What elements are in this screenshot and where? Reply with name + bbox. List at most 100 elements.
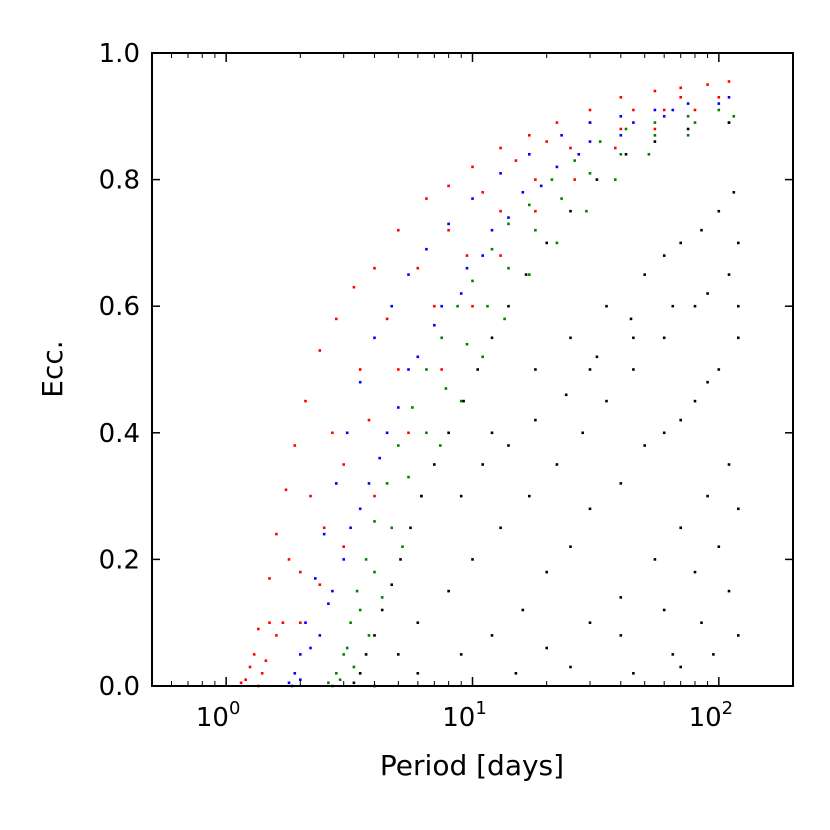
- data-point: [632, 672, 635, 675]
- data-point: [671, 653, 675, 656]
- data-point: [521, 191, 525, 194]
- data-point: [577, 153, 581, 156]
- data-point: [358, 672, 362, 675]
- data-point: [700, 621, 703, 624]
- data-point: [595, 178, 599, 181]
- data-point: [447, 431, 450, 435]
- data-point: [490, 247, 494, 251]
- data-point: [499, 209, 502, 213]
- data-point: [275, 532, 278, 536]
- data-point: [727, 273, 731, 276]
- data-point: [456, 304, 459, 308]
- data-point: [380, 608, 384, 612]
- data-point: [545, 646, 548, 650]
- data-point: [355, 589, 359, 593]
- data-point: [528, 203, 531, 207]
- data-point: [686, 102, 690, 105]
- data-point: [397, 444, 400, 447]
- data-point: [706, 380, 709, 384]
- data-point: [471, 197, 474, 200]
- data-point: [378, 456, 381, 460]
- data-point: [598, 140, 602, 143]
- data-point: [281, 621, 285, 624]
- data-point: [737, 634, 740, 637]
- data-point: [588, 108, 592, 112]
- data-point: [471, 279, 474, 283]
- data-point: [318, 349, 322, 352]
- data-point: [397, 368, 400, 371]
- data-point: [693, 304, 697, 308]
- data-point: [287, 681, 291, 685]
- data-point: [717, 545, 721, 548]
- data-point: [569, 209, 572, 213]
- data-point: [619, 596, 623, 599]
- data-point: [433, 463, 436, 466]
- data-point: [671, 108, 675, 112]
- data-point: [727, 463, 731, 466]
- data-point: [534, 418, 537, 422]
- data-point: [252, 653, 256, 656]
- data-point: [411, 406, 414, 409]
- x-tick-label: 100: [196, 698, 241, 733]
- data-point: [471, 558, 474, 561]
- data-point: [514, 159, 518, 162]
- data-point: [299, 653, 302, 656]
- data-point: [653, 127, 657, 131]
- data-point: [465, 342, 469, 346]
- data-point: [528, 273, 531, 276]
- data-point: [481, 463, 484, 466]
- data-point: [507, 266, 510, 270]
- data-point: [507, 222, 510, 226]
- data-point: [342, 545, 345, 548]
- data-point: [397, 653, 400, 656]
- data-point: [490, 336, 494, 340]
- data-point: [260, 672, 264, 675]
- data-point: [314, 577, 317, 580]
- data-point: [407, 431, 410, 435]
- data-point: [679, 526, 682, 530]
- data-point: [588, 121, 592, 124]
- y-tick-label: 0.2: [99, 545, 140, 575]
- data-point: [573, 178, 576, 181]
- data-point: [287, 558, 291, 561]
- data-point: [662, 431, 666, 435]
- data-point: [619, 115, 623, 118]
- data-point: [367, 634, 371, 637]
- data-point: [440, 336, 443, 340]
- data-point: [514, 672, 518, 675]
- data-point: [712, 653, 715, 656]
- data-point: [545, 570, 548, 574]
- data-point: [499, 254, 502, 257]
- data-point: [528, 153, 531, 156]
- data-point: [732, 191, 736, 194]
- data-point: [342, 653, 345, 656]
- data-point: [679, 96, 682, 99]
- data-point: [385, 482, 389, 485]
- data-point: [299, 570, 302, 574]
- data-point: [717, 368, 721, 371]
- data-point: [416, 672, 420, 675]
- data-point: [364, 558, 368, 561]
- data-point: [342, 463, 345, 466]
- data-point: [380, 596, 384, 599]
- data-point: [521, 608, 525, 612]
- data-point: [560, 197, 563, 200]
- data-point: [717, 108, 721, 112]
- data-point: [367, 418, 371, 422]
- data-point: [595, 355, 599, 359]
- data-point: [555, 241, 559, 245]
- data-point: [358, 608, 362, 612]
- data-point: [490, 228, 494, 232]
- data-point: [352, 665, 356, 669]
- data-point: [564, 393, 568, 397]
- data-point: [614, 146, 617, 150]
- data-point: [440, 368, 443, 371]
- data-point: [545, 241, 548, 245]
- y-axis-ticks: 0.0 0.2 0.4 0.6 0.8 1.0: [99, 39, 793, 702]
- data-point: [573, 159, 576, 162]
- data-point: [459, 292, 463, 295]
- data-point: [619, 96, 623, 99]
- data-point: [539, 184, 543, 188]
- data-point: [619, 134, 623, 137]
